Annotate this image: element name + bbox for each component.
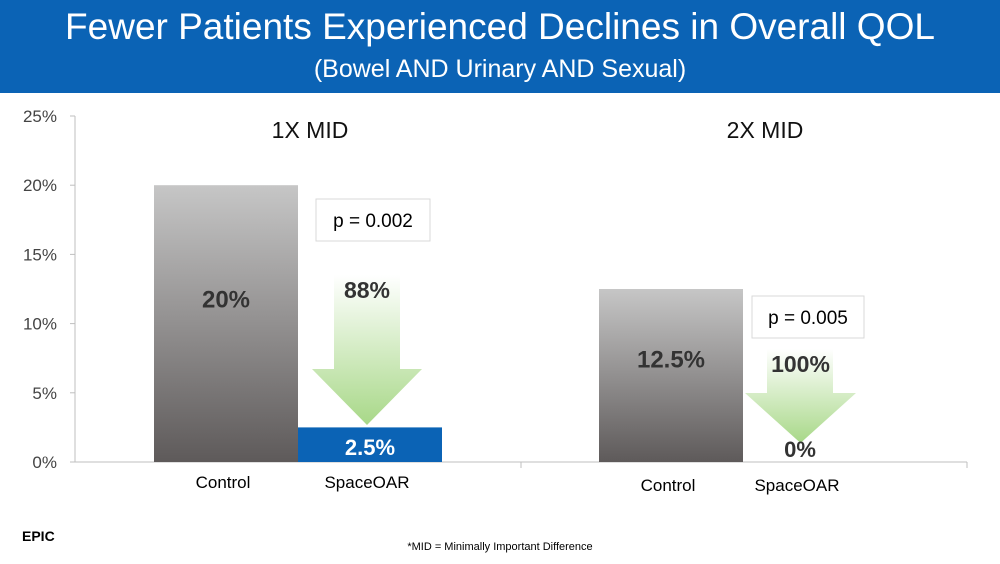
y-tick-label: 5% [32, 384, 57, 403]
p-value-label: p = 0.005 [768, 308, 848, 329]
y-tick-label: 20% [23, 176, 57, 195]
control-bar [154, 185, 298, 462]
y-tick-label: 15% [23, 245, 57, 264]
category-label: Control [641, 476, 696, 495]
group-title: 1X MID [272, 117, 349, 143]
reduction-label: 100% [771, 351, 830, 377]
source-label: EPIC [22, 528, 55, 544]
control-bar [599, 289, 743, 462]
p-value-label: p = 0.002 [333, 211, 413, 232]
spaceoar-bar [298, 427, 442, 462]
chart: 0% 5% 10% 15% 20% 25% 1X MID 20% 88% 2.5% p = 0.00… [23, 107, 968, 495]
slide-subtitle: (Bowel AND Urinary AND Sexual) [313, 55, 687, 83]
footnote: *MID = Minimally Important Difference [407, 541, 593, 553]
control-value-label: 20% [202, 287, 250, 314]
group-title: 2X MID [727, 117, 804, 143]
slide-title: Fewer Patients Experienced Declines in O… [65, 6, 935, 47]
control-value-label: 12.5% [637, 347, 705, 374]
reduction-arrow [745, 349, 856, 443]
title-banner: Fewer Patients Experienced Declines in O… [0, 0, 1000, 93]
reduction-label: 88% [344, 277, 390, 303]
p-value-box [751, 295, 865, 339]
category-label: Control [196, 473, 251, 492]
y-tick-label: 10% [23, 315, 57, 334]
category-label: SpaceOAR [754, 476, 839, 495]
p-value-box [315, 198, 431, 242]
category-label: SpaceOAR [324, 473, 409, 492]
reduction-arrow [312, 275, 422, 425]
y-tick-label: 25% [23, 107, 57, 126]
spaceoar-value-label: 2.5% [345, 435, 395, 460]
y-tick-label: 0% [32, 453, 57, 472]
spaceoar-value-label: 0% [784, 437, 816, 462]
